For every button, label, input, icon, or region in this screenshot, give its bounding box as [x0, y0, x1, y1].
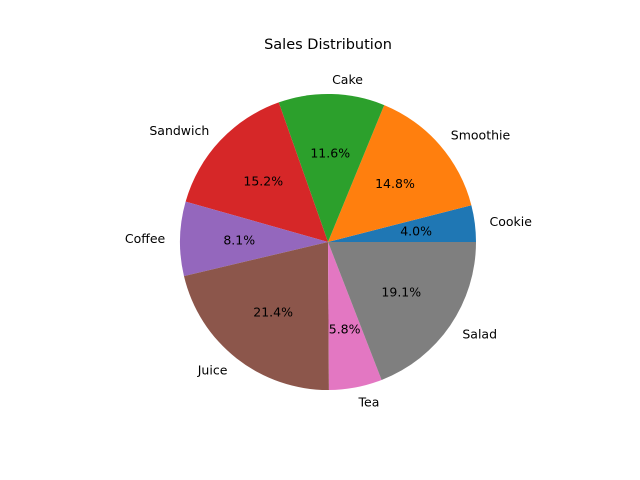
pie-slice-salad [328, 242, 477, 380]
slice-label-smoothie: Smoothie [451, 128, 511, 143]
pct-label-tea: 5.8% [329, 322, 361, 337]
pct-label-smoothie: 14.8% [375, 176, 415, 191]
slice-label-cake: Cake [332, 72, 363, 87]
pie-slice-smoothie [328, 105, 472, 243]
pct-label-salad: 19.1% [381, 285, 421, 300]
pie-slices [179, 94, 477, 390]
pie-slice-cookie [328, 205, 476, 242]
pct-label-coffee: 8.1% [223, 233, 255, 248]
slice-label-coffee: Coffee [125, 231, 166, 246]
slice-label-juice: Juice [197, 363, 228, 378]
pie-slice-coffee [179, 201, 328, 277]
pct-label-juice: 21.4% [253, 304, 293, 319]
slice-label-salad: Salad [462, 326, 497, 341]
pie-slice-sandwich [185, 102, 328, 242]
slice-label-cookie: Cookie [490, 214, 533, 229]
pct-label-cookie: 4.0% [400, 223, 432, 238]
pct-label-sandwich: 15.2% [243, 174, 283, 189]
pct-label-cake: 11.6% [310, 146, 350, 161]
pie-slice-cake [278, 94, 385, 242]
pie-labels: Cookie 4.0% Smoothie 14.8% Cake 11.6% Sandwich… [125, 72, 532, 410]
pie-slice-juice [183, 242, 329, 390]
slice-label-sandwich: Sandwich [149, 123, 209, 138]
pie-slice-tea [328, 242, 382, 390]
slice-label-tea: Tea [358, 394, 380, 409]
chart-title: Sales Distribution [264, 37, 392, 53]
